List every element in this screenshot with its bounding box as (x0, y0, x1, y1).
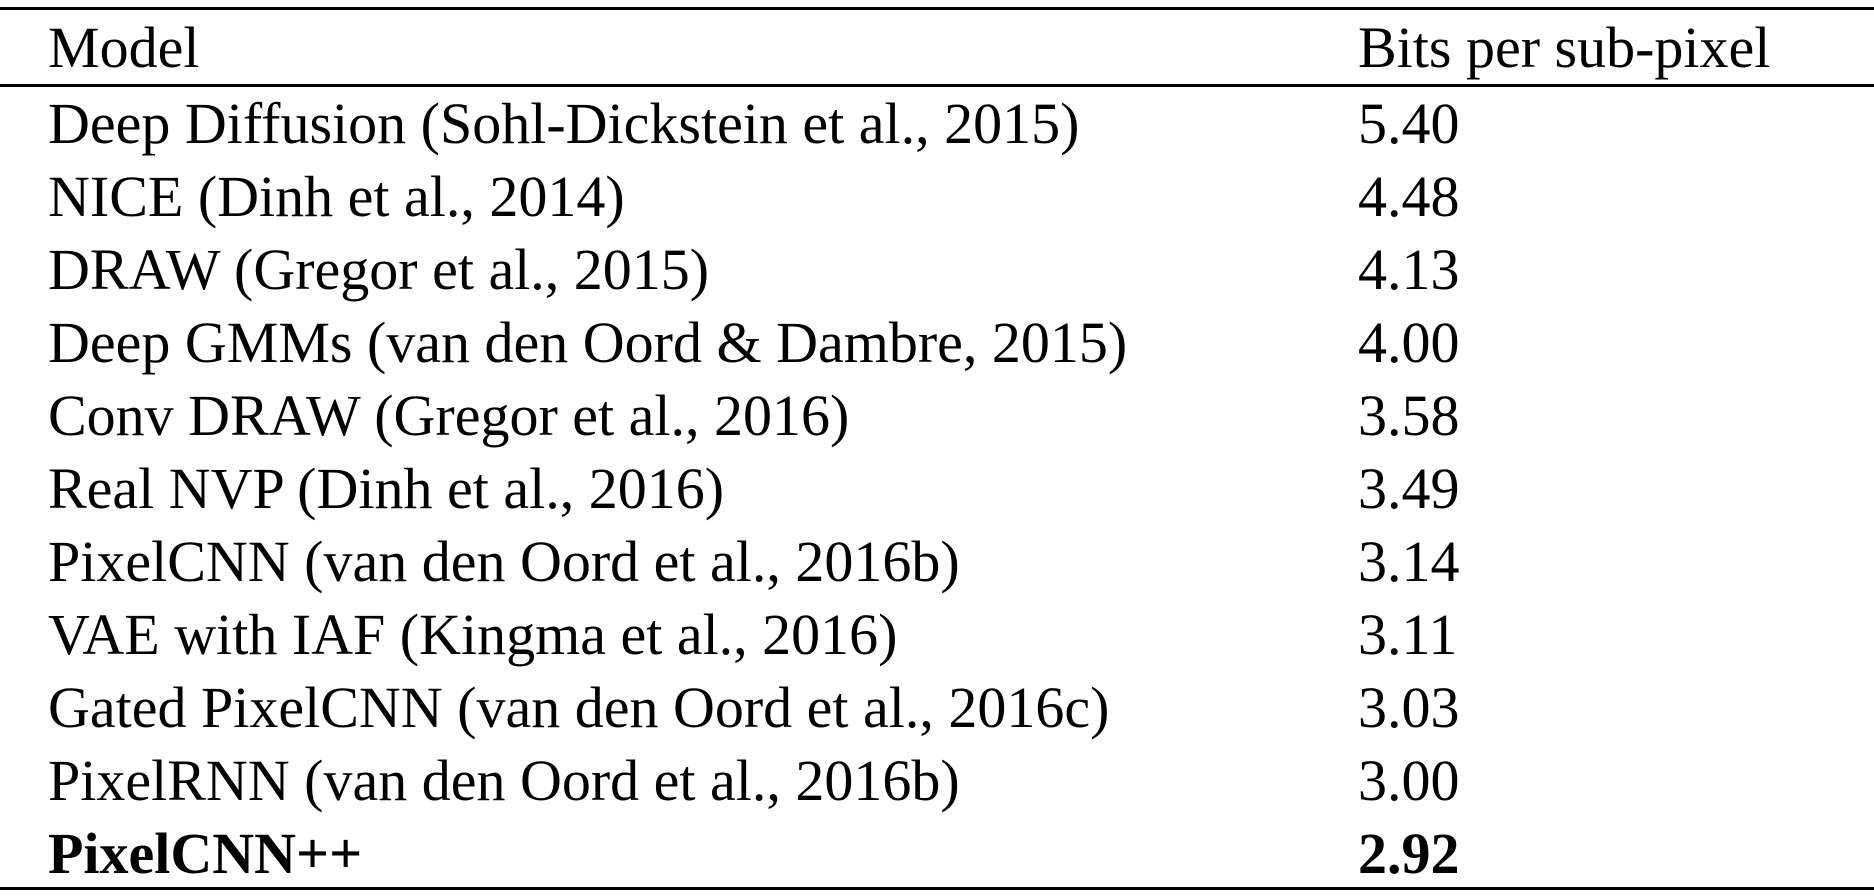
row-model: Deep Diffusion (Sohl-Dickstein et al., 2… (48, 90, 1080, 156)
row-bits: 4.13 (1358, 236, 1460, 302)
row-bits: 3.58 (1358, 382, 1460, 448)
header-model: Model (48, 14, 200, 80)
table-row: Gated PixelCNN (van den Oord et al., 201… (0, 671, 1874, 744)
table-row: Conv DRAW (Gregor et al., 2016) 3.58 (0, 379, 1874, 452)
row-model: PixelRNN (van den Oord et al., 2016b) (48, 747, 960, 813)
table-row: Deep GMMs (van den Oord & Dambre, 2015) … (0, 306, 1874, 379)
table-body: Deep Diffusion (Sohl-Dickstein et al., 2… (0, 87, 1874, 890)
header-row: Model Bits per sub-pixel (0, 10, 1874, 85)
header-rule (0, 84, 1874, 87)
table-row-highlight: PixelCNN++ 2.92 (0, 817, 1874, 890)
row-model: Real NVP (Dinh et al., 2016) (48, 455, 725, 521)
table-row: Deep Diffusion (Sohl-Dickstein et al., 2… (0, 87, 1874, 160)
table-row: PixelCNN (van den Oord et al., 2016b) 3.… (0, 525, 1874, 598)
row-bits: 3.14 (1358, 528, 1460, 594)
row-bits: 5.40 (1358, 90, 1460, 156)
row-bits: 4.48 (1358, 163, 1460, 229)
table-row: Real NVP (Dinh et al., 2016) 3.49 (0, 452, 1874, 525)
table-row: NICE (Dinh et al., 2014) 4.48 (0, 160, 1874, 233)
row-bits: 2.92 (1358, 820, 1460, 886)
row-bits: 3.49 (1358, 455, 1460, 521)
row-bits: 3.11 (1358, 601, 1458, 667)
row-model: Deep GMMs (van den Oord & Dambre, 2015) (48, 309, 1128, 375)
table-row: VAE with IAF (Kingma et al., 2016) 3.11 (0, 598, 1874, 671)
header-bits: Bits per sub-pixel (1358, 14, 1771, 80)
table-row: PixelRNN (van den Oord et al., 2016b) 3.… (0, 744, 1874, 817)
row-bits: 3.00 (1358, 747, 1460, 813)
row-model: PixelCNN (van den Oord et al., 2016b) (48, 528, 960, 594)
row-bits: 4.00 (1358, 309, 1460, 375)
row-model: PixelCNN++ (48, 820, 363, 886)
top-rule (0, 7, 1874, 10)
row-bits: 3.03 (1358, 674, 1460, 740)
row-model: NICE (Dinh et al., 2014) (48, 163, 625, 229)
row-model: Gated PixelCNN (van den Oord et al., 201… (48, 674, 1110, 740)
row-model: VAE with IAF (Kingma et al., 2016) (48, 601, 898, 667)
table-header: Model Bits per sub-pixel (0, 10, 1874, 85)
table-row: DRAW (Gregor et al., 2015) 4.13 (0, 233, 1874, 306)
row-model: DRAW (Gregor et al., 2015) (48, 236, 710, 302)
bottom-rule (0, 887, 1874, 890)
row-model: Conv DRAW (Gregor et al., 2016) (48, 382, 850, 448)
